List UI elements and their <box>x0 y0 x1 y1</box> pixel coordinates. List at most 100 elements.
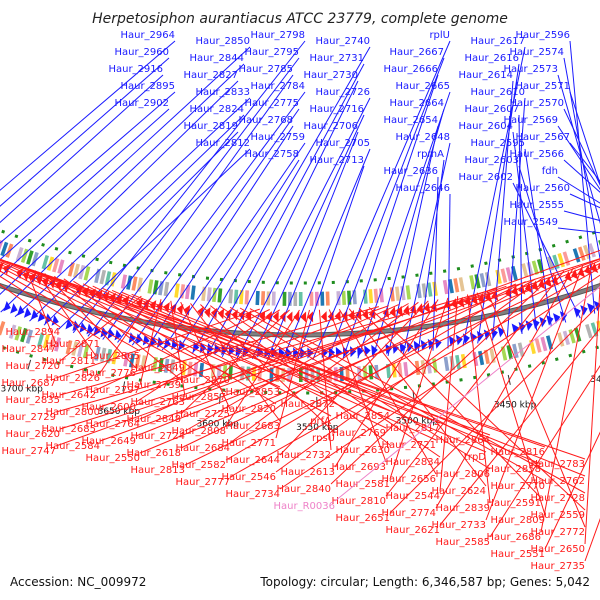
cog-block-0-108 <box>455 354 461 370</box>
cog-block-1-28 <box>15 246 24 262</box>
bottom-leader-78 <box>334 286 600 502</box>
bottom-gene-label: Haur_2817 <box>385 423 440 434</box>
top-gene-label: Haur_2812 <box>195 138 250 149</box>
top-gene-label: Haur_2775 <box>244 98 299 109</box>
cog-block-1-76 <box>271 291 276 306</box>
forward-gene-27 <box>30 309 39 320</box>
cog-block-0-118 <box>512 343 519 359</box>
cog-block-1-64 <box>206 287 212 302</box>
cog-block-0-92 <box>362 365 368 380</box>
bottom-gene-label: Haur_2776 <box>81 368 136 379</box>
top-leader-45 <box>518 165 567 323</box>
bottom-gene-label: Haur_2546 <box>221 472 276 483</box>
bottom-gene-label: Haur_2800 <box>45 407 100 418</box>
top-gene-label: Haur_2596 <box>515 30 570 41</box>
cog-block-1-126 <box>536 258 545 274</box>
cog-block-0-31 <box>8 324 17 339</box>
cog-block-1-118 <box>495 269 502 285</box>
bottom-leader-24 <box>59 295 142 362</box>
top-gene-label: Haur_2614 <box>458 70 513 81</box>
bottom-leader-42 <box>318 309 332 451</box>
cog-block-1-61 <box>190 285 196 300</box>
cog-block-0-116 <box>500 346 508 361</box>
bottom-leader-7 <box>0 259 391 412</box>
top-gene-label: Haur_2574 <box>509 47 564 58</box>
top-leader-33 <box>387 125 439 357</box>
cog-block-0-62 <box>187 361 193 376</box>
top-gene-label: Haur_2740 <box>315 36 370 47</box>
cog-block-0-51 <box>123 352 130 367</box>
top-leader-56 <box>569 193 600 209</box>
top-leader-26 <box>282 148 371 360</box>
bottom-gene-label: Haur_2550 <box>85 453 140 464</box>
forward-gene-82 <box>420 339 428 351</box>
forward-gene-105 <box>580 305 588 316</box>
cog-block-1-56 <box>163 281 170 297</box>
bottom-gene-label: Haur_R0036 <box>274 501 336 512</box>
top-leader-37 <box>447 193 451 349</box>
top-leader-32 <box>372 108 445 358</box>
map-title: Herpetosiphon aurantiacus ATCC 23779, co… <box>92 11 508 27</box>
bottom-leader-62 <box>135 283 517 437</box>
forward-gene-87 <box>455 334 463 346</box>
bottom-gene-label: Haur_2770 <box>490 481 545 492</box>
cog-block-0-96 <box>385 363 391 379</box>
cog-block-1-66 <box>217 288 223 303</box>
bottom-gene-label: Haur_2732 <box>276 450 331 461</box>
bottom-gene-label: Haur_2649 <box>81 436 136 447</box>
bottom-gene-label: Haur_2772 <box>530 527 585 538</box>
top-gene-label: Haur_2824 <box>189 104 244 115</box>
forward-gene-26 <box>23 307 32 318</box>
bottom-gene-label: Haur_2591 <box>486 498 541 509</box>
bottom-leader-18 <box>82 283 332 417</box>
top-gene-label: Haur_2602 <box>458 172 513 183</box>
bottom-leader-16 <box>63 278 227 393</box>
forward-gene-86 <box>448 335 456 347</box>
forward-gene-32 <box>65 318 73 330</box>
cog-block-0-128 <box>568 329 576 344</box>
bottom-leader-31 <box>209 305 391 446</box>
reverse-gene-47 <box>176 304 184 315</box>
cog-block-1-48 <box>120 274 128 289</box>
cog-block-0-56 <box>152 357 158 372</box>
cog-block-1-74 <box>260 291 266 306</box>
reverse-gene-100 <box>538 278 546 290</box>
bottom-gene-label: Haur_2820 <box>221 404 276 415</box>
bottom-leader-79 <box>389 303 600 514</box>
bottom-gene-label: Haur_2581 <box>335 479 390 490</box>
cog-block-1-44 <box>99 269 107 285</box>
bottom-gene-label: Haur_2865 <box>85 351 140 362</box>
bottom-leader-51 <box>184 303 409 432</box>
bottom-gene-label: Haur_2771 <box>221 438 276 449</box>
top-leader-58 <box>557 227 600 234</box>
bottom-gene-label: Haur_2848 <box>126 414 181 425</box>
bottom-gene-label: Haur_2621 <box>385 525 440 536</box>
bottom-gene-label: Haur_2693 <box>331 462 386 473</box>
bottom-leader-0 <box>0 284 61 328</box>
bottom-gene-label: Haur_2847 <box>1 344 56 355</box>
label-layer: Haur_2964 Haur_2960 Haur_2916 Haur_2895 Haur… <box>0 30 600 572</box>
cog-block-1-99 <box>395 286 401 301</box>
top-leader-6 <box>0 63 245 296</box>
top-gene-label: Haur_2795 <box>244 47 299 58</box>
bottom-gene-label: Haur_2582 <box>171 460 226 471</box>
bottom-gene-label: Haur_2650 <box>530 544 585 555</box>
bottom-leader-73 <box>99 258 600 442</box>
forward-gene-30 <box>51 315 59 326</box>
top-leader-57 <box>563 210 600 222</box>
cog-block-1-135 <box>582 244 591 260</box>
bottom-leader-46 <box>358 307 542 499</box>
top-gene-label: Haur_2603 <box>464 155 519 166</box>
cog-block-1-45 <box>104 271 112 286</box>
top-leader-27 <box>297 165 365 361</box>
bottom-gene-label: Haur_2734 <box>225 489 280 500</box>
cog-block-1-36 <box>57 259 65 274</box>
bottom-gene-label: Haur_2811 <box>41 356 96 367</box>
reverse-gene-70 <box>334 310 341 322</box>
cog-block-0-93 <box>368 365 374 380</box>
bottom-gene-label: Haur_2687 <box>1 378 56 389</box>
top-gene-label: Haur_2667 <box>389 47 444 58</box>
top-gene-label: Haur_2560 <box>515 183 570 194</box>
bottom-leader-63 <box>180 281 526 449</box>
reverse-gene-27 <box>42 276 50 287</box>
